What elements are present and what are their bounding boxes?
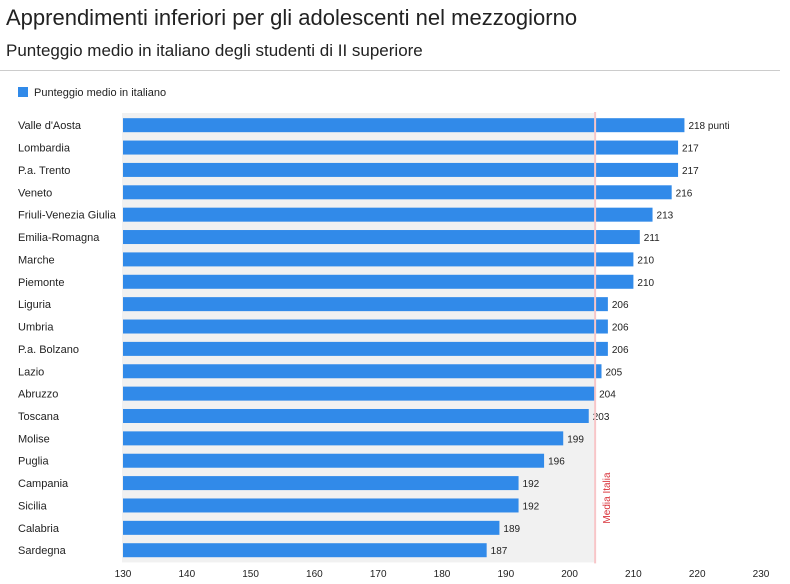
category-label: Campania	[18, 478, 69, 490]
category-label: Lombardia	[18, 143, 71, 155]
x-tick-label: 140	[178, 569, 195, 580]
bar	[123, 476, 519, 491]
bar	[123, 274, 634, 289]
category-label: Sardegna	[18, 545, 67, 557]
bar	[123, 319, 608, 334]
category-label: Valle d'Aosta	[18, 120, 82, 132]
bar	[123, 252, 634, 267]
category-label: Puglia	[18, 456, 49, 468]
bar	[123, 118, 685, 133]
data-label: 206	[612, 300, 629, 311]
chart-title: Apprendimenti inferiori per gli adolesce…	[6, 5, 578, 30]
category-label: Veneto	[18, 187, 52, 199]
x-tick-label: 160	[306, 569, 323, 580]
bar	[123, 185, 672, 200]
data-label: 218 punti	[688, 121, 729, 132]
category-label: Umbria	[18, 322, 54, 334]
x-tick-label: 130	[115, 569, 132, 580]
data-label: 192	[523, 501, 540, 512]
data-label: 192	[523, 479, 540, 490]
divider	[0, 70, 780, 71]
data-label: 206	[612, 345, 629, 356]
x-tick-label: 170	[370, 569, 387, 580]
bar	[123, 431, 564, 446]
category-label: Liguria	[18, 299, 52, 311]
background-band	[122, 113, 595, 563]
data-label: 204	[599, 390, 616, 401]
category-label: Molise	[18, 433, 50, 445]
data-label: 210	[637, 255, 654, 266]
data-label: 203	[593, 412, 610, 423]
legend-swatch	[18, 87, 28, 97]
data-label: 217	[682, 166, 699, 177]
data-label: 213	[657, 211, 674, 222]
x-tick-label: 180	[434, 569, 451, 580]
bar	[123, 520, 500, 535]
data-label: 217	[682, 144, 699, 155]
category-label: Friuli-Venezia Giulia	[18, 210, 117, 222]
bar	[123, 364, 602, 379]
bar	[123, 386, 596, 401]
category-label: P.a. Trento	[18, 165, 70, 177]
bar	[123, 498, 519, 513]
bar	[123, 140, 679, 155]
data-label: 210	[637, 278, 654, 289]
category-label: Toscana	[18, 411, 60, 423]
x-tick-label: 150	[242, 569, 259, 580]
data-label: 199	[567, 434, 584, 445]
category-label: Calabria	[18, 523, 60, 535]
data-label: 189	[503, 524, 520, 535]
x-tick-label: 200	[561, 569, 578, 580]
reference-label: Media Italia	[602, 472, 613, 524]
bar	[123, 162, 679, 177]
data-label: 196	[548, 457, 565, 468]
bar	[123, 408, 589, 423]
data-label: 205	[606, 367, 623, 378]
category-label: Marche	[18, 254, 55, 266]
bar	[123, 543, 487, 558]
x-tick-label: 220	[689, 569, 706, 580]
bar	[123, 453, 545, 468]
bar	[123, 207, 653, 222]
x-tick-label: 210	[625, 569, 642, 580]
bar	[123, 230, 640, 245]
chart-subtitle: Punteggio medio in italiano degli studen…	[6, 41, 423, 60]
category-label: Emilia-Romagna	[18, 232, 100, 244]
x-tick-label: 230	[753, 569, 770, 580]
data-label: 216	[676, 188, 693, 199]
bar	[123, 341, 608, 356]
data-label: 206	[612, 323, 629, 334]
legend-label: Punteggio medio in italiano	[34, 87, 166, 99]
data-label: 211	[644, 233, 660, 244]
x-tick-label: 190	[497, 569, 514, 580]
category-label: P.a. Bolzano	[18, 344, 79, 356]
category-label: Piemonte	[18, 277, 64, 289]
bar	[123, 297, 608, 312]
category-label: Sicilia	[18, 500, 48, 512]
category-label: Lazio	[18, 366, 44, 378]
data-label: 187	[491, 546, 508, 557]
category-label: Abruzzo	[18, 389, 58, 401]
